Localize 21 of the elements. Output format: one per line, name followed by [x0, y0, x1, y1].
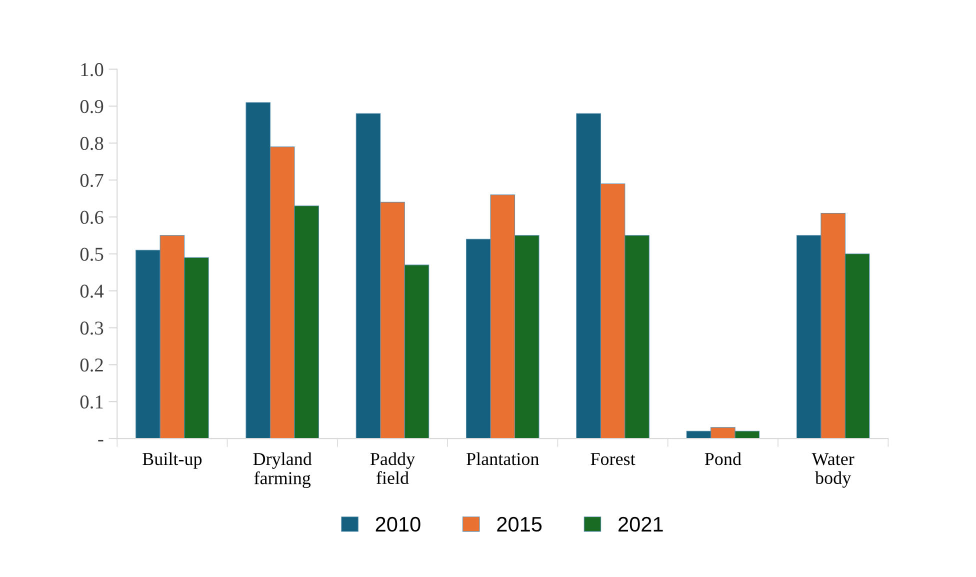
y-tick-label: 0.6: [80, 210, 104, 224]
y-tick-label: 0.5: [80, 248, 104, 261]
x-tick-label: Plantation: [466, 452, 539, 466]
x-tick-label: Water body: [812, 453, 854, 488]
x-tick-label: Dryland farming: [253, 452, 312, 488]
x-tick-label: Paddy field: [370, 452, 415, 484]
y-tick-label: -: [98, 440, 104, 442]
y-tick-label: 0.4: [80, 284, 104, 298]
legend-label: 2010: [376, 516, 420, 532]
legend-label: 2015: [497, 516, 542, 532]
y-tick-label: 0.7: [80, 174, 104, 188]
x-tick-label: Pond: [704, 452, 742, 466]
y-tick-label: 0.8: [80, 136, 104, 150]
x-tick-label: Forest: [590, 453, 636, 466]
y-tick-label: 1.0: [81, 63, 104, 76]
legend-label: 2021: [618, 516, 663, 532]
y-tick-label: 0.1: [80, 395, 103, 409]
y-tick-label: 0.9: [80, 100, 104, 114]
y-tick-label: 0.2: [80, 358, 103, 372]
x-tick-label: Built-up: [142, 452, 202, 469]
y-tick-label: 0.3: [80, 322, 104, 335]
